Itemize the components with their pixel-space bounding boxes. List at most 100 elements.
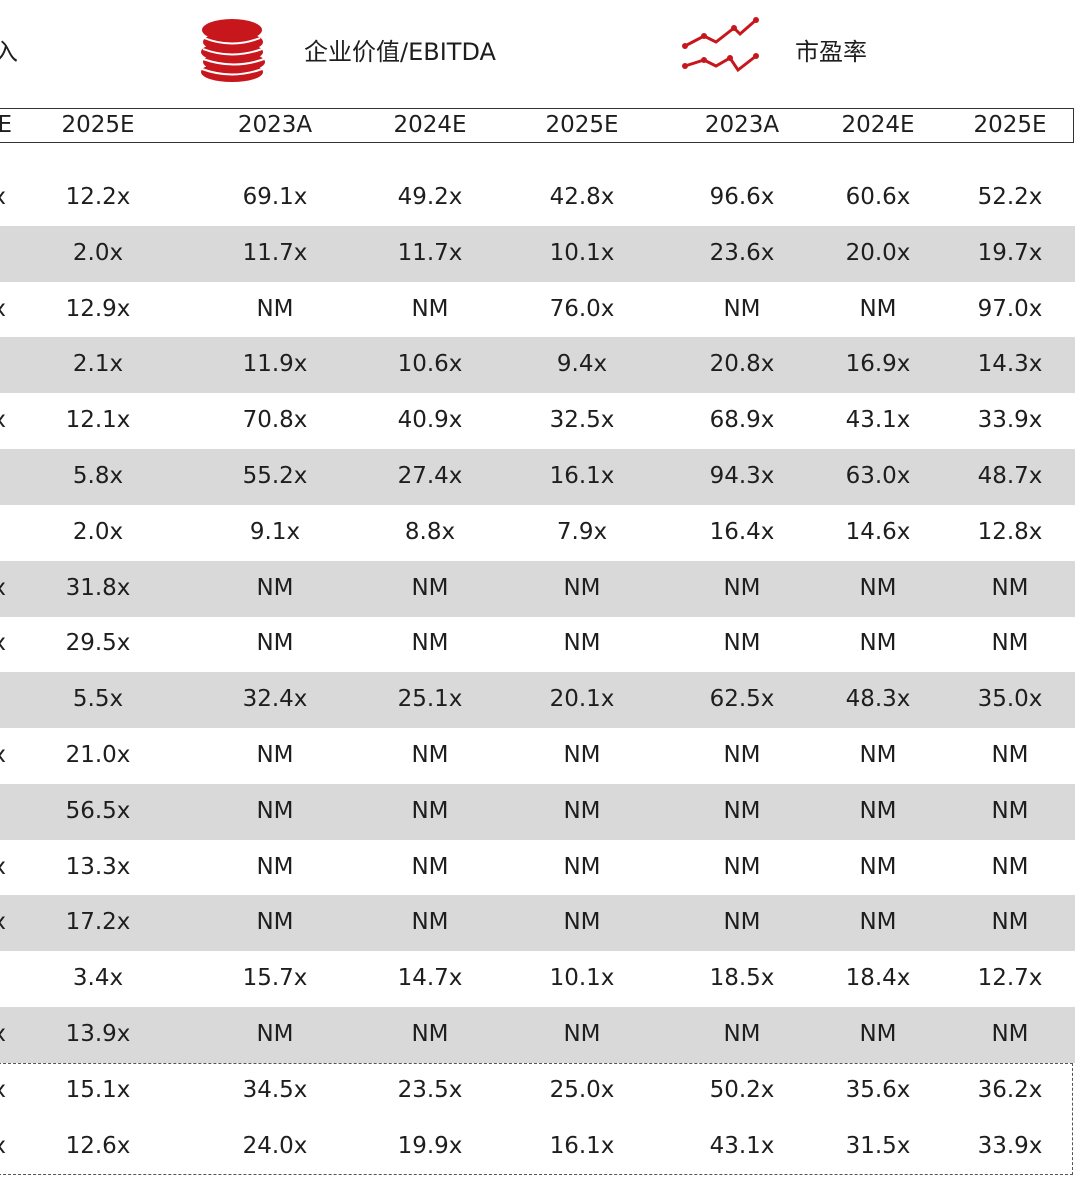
- table-cell: NM: [859, 853, 897, 880]
- table-cell: 25.1x: [397, 686, 463, 713]
- table-cell: 21.0x: [65, 742, 131, 768]
- table-cell: 5.8x: [72, 463, 124, 489]
- table-cell: 31.8x: [65, 574, 131, 601]
- table-cell: NM: [859, 295, 897, 322]
- table-cell: 18.4x: [845, 965, 911, 992]
- table-cell: 35.6x: [845, 1076, 911, 1103]
- table-row: 56.5x NM NM NM NM NM NM: [0, 783, 1075, 840]
- table-row: 5.5x 32.4x 25.1x 20.1x 62.5x 48.3x 35.0x: [0, 672, 1075, 729]
- table-cell: 36.2x: [977, 1076, 1043, 1103]
- table-cell: 32.5x: [549, 407, 615, 434]
- table-cell: NM: [563, 742, 601, 768]
- table-cell: 48.3x: [845, 686, 911, 713]
- table-cell: 7.9x: [556, 518, 608, 545]
- table-cell: 15.7x: [242, 965, 308, 992]
- table-cell: 42.8x: [549, 184, 615, 210]
- table-cell-clipped: x: [0, 184, 6, 210]
- column-header: 2025E: [61, 112, 135, 138]
- table-cell: 12.7x: [977, 965, 1043, 992]
- table-cell: NM: [256, 574, 294, 601]
- table-cell: 16.4x: [709, 518, 775, 545]
- table-cell: NM: [723, 574, 761, 601]
- table-cell: 70.8x: [242, 407, 308, 434]
- table-cell: 17.2x: [65, 909, 131, 936]
- table-cell: NM: [411, 574, 449, 601]
- table-cell: 19.9x: [397, 1132, 463, 1159]
- coin-stack-icon: [201, 19, 265, 82]
- table-cell: NM: [256, 909, 294, 936]
- table-cell: 12.8x: [977, 518, 1043, 545]
- table-cell: 49.2x: [397, 184, 463, 210]
- table-cell: NM: [256, 853, 294, 880]
- table-cell: 9.1x: [249, 518, 301, 545]
- table-cell: NM: [563, 797, 601, 824]
- table-cell-clipped: x: [0, 742, 6, 768]
- table-cell: 32.4x: [242, 686, 308, 713]
- table-cell: 20.1x: [549, 686, 615, 713]
- table-cell: 20.8x: [709, 351, 775, 378]
- table-cell: 33.9x: [977, 407, 1043, 434]
- table-cell-clipped: x: [0, 1133, 6, 1159]
- table-cell: 56.5x: [65, 797, 131, 824]
- table-cell: 3.4x: [72, 965, 124, 992]
- table-cell: 14.7x: [397, 965, 463, 992]
- table-cell: NM: [256, 1021, 294, 1047]
- table-cell: NM: [563, 853, 601, 880]
- table-cell: 35.0x: [977, 686, 1043, 713]
- table-cell: 13.9x: [65, 1021, 131, 1047]
- table-cell: 20.0x: [845, 239, 911, 266]
- table-cell: NM: [411, 630, 449, 657]
- table-cell: 11.9x: [242, 351, 308, 378]
- table-row: 2.0x 11.7x 11.7x 10.1x 23.6x 20.0x 19.7x: [0, 225, 1075, 282]
- table-cell: 12.2x: [65, 184, 131, 210]
- table-cell: NM: [723, 797, 761, 824]
- table-cell: 40.9x: [397, 407, 463, 434]
- column-header: 2023A: [704, 112, 780, 138]
- table-cell: 62.5x: [709, 686, 775, 713]
- table-cell: 8.8x: [404, 518, 456, 545]
- table-cell: NM: [563, 1021, 601, 1047]
- table-cell-clipped: x: [0, 1021, 6, 1047]
- table-cell: 97.0x: [977, 295, 1043, 322]
- table-cell: NM: [411, 909, 449, 936]
- table-cell: NM: [859, 797, 897, 824]
- table-cell: 10.6x: [397, 351, 463, 378]
- table-cell: 31.5x: [845, 1132, 911, 1159]
- table-cell: 2.0x: [72, 239, 124, 266]
- table-cell: NM: [723, 909, 761, 936]
- table-cell: 16.1x: [549, 1132, 615, 1159]
- table-cell: 27.4x: [397, 463, 463, 489]
- column-header: 2024E: [393, 112, 467, 138]
- table-cell: 25.0x: [549, 1076, 615, 1103]
- table-cell: 76.0x: [549, 295, 615, 322]
- table-cell: NM: [256, 630, 294, 657]
- line-chart-icon: [682, 17, 759, 73]
- table-cell: 48.7x: [977, 463, 1043, 489]
- table-cell: NM: [991, 630, 1029, 657]
- table-row: 5.8x 55.2x 27.4x 16.1x 94.3x 63.0x 48.7x: [0, 449, 1075, 505]
- table-cell: 9.4x: [556, 351, 608, 378]
- table-row: 3.4x 15.7x 14.7x 10.1x 18.5x 18.4x 12.7x: [0, 951, 1075, 1007]
- table-row: x 13.9x NM NM NM NM NM NM: [0, 1007, 1075, 1063]
- table-cell: 16.1x: [549, 463, 615, 489]
- table-cell: NM: [563, 630, 601, 657]
- table-cell: NM: [859, 909, 897, 936]
- table-cell: NM: [723, 295, 761, 322]
- table-cell: NM: [563, 574, 601, 601]
- table-cell: 33.9x: [977, 1132, 1043, 1159]
- table-cell: 14.6x: [845, 518, 911, 545]
- table-cell: 23.6x: [709, 239, 775, 266]
- table-cell: 10.1x: [549, 239, 615, 266]
- column-header: 2025E: [545, 112, 619, 138]
- table-cell: 43.1x: [845, 407, 911, 434]
- table-cell-clipped: x: [0, 1077, 6, 1103]
- table-cell-clipped: x: [0, 407, 6, 433]
- table-cell: 68.9x: [709, 407, 775, 434]
- table-cell: 29.5x: [65, 630, 131, 657]
- table-row: x 12.2x 69.1x 49.2x 42.8x 96.6x 60.6x 52.2x: [0, 170, 1075, 226]
- table-cell: NM: [411, 797, 449, 824]
- table-cell: 69.1x: [242, 184, 308, 210]
- table-cell: NM: [723, 630, 761, 657]
- table-cell: NM: [723, 853, 761, 880]
- table-row: x 12.9x NM NM 76.0x NM NM 97.0x: [0, 282, 1075, 338]
